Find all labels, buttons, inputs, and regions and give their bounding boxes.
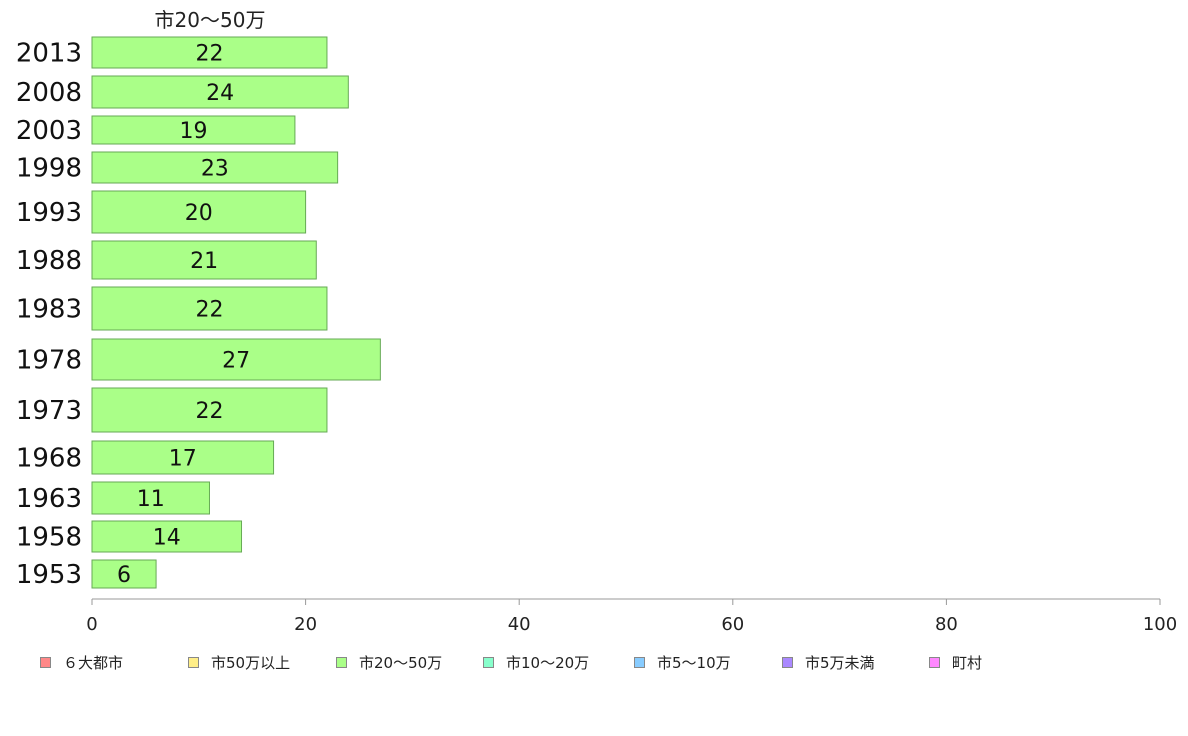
bar-value-label: 17 xyxy=(169,447,197,472)
bar xyxy=(91,36,328,69)
category-label: 1988 xyxy=(16,246,82,276)
bar xyxy=(91,75,349,109)
x-tick-label: 100 xyxy=(1143,614,1177,635)
category-label: 1998 xyxy=(16,154,82,184)
legend-label: 町村 xyxy=(952,654,983,672)
bar-value-label: 6 xyxy=(117,563,131,588)
bar xyxy=(91,240,317,280)
category-label: 1973 xyxy=(16,396,82,426)
chart-title: 市20〜50万 xyxy=(155,8,266,32)
legend-swatch xyxy=(782,657,793,668)
legend-swatch xyxy=(188,657,199,668)
bar xyxy=(91,559,157,589)
legend-label: 市5〜10万 xyxy=(657,654,731,672)
bar xyxy=(91,338,381,381)
legend-label: 市20〜50万 xyxy=(359,654,443,672)
legend-label: 市10〜20万 xyxy=(506,654,590,672)
category-label: 1963 xyxy=(16,484,82,514)
bar-value-label: 23 xyxy=(201,157,229,182)
legend-item: 市10〜20万 xyxy=(483,652,589,673)
x-tick-label: 80 xyxy=(935,614,958,635)
legend-swatch xyxy=(40,657,51,668)
bar-value-label: 22 xyxy=(195,42,223,67)
bar-value-label: 14 xyxy=(153,526,181,551)
bar xyxy=(91,115,296,145)
bar xyxy=(91,286,328,331)
bar-value-label: 19 xyxy=(179,119,207,144)
bar xyxy=(91,190,307,234)
bar-value-label: 24 xyxy=(206,81,234,106)
bar-value-label: 22 xyxy=(195,399,223,424)
category-label: 1978 xyxy=(16,346,82,376)
category-label: 2003 xyxy=(16,116,82,146)
legend-item: 市5万未満 xyxy=(782,652,875,673)
legend-swatch xyxy=(929,657,940,668)
legend-swatch xyxy=(634,657,645,668)
x-tick-label: 60 xyxy=(721,614,744,635)
legend-swatch xyxy=(483,657,494,668)
bar-value-label: 22 xyxy=(195,298,223,323)
legend-item: 市5〜10万 xyxy=(634,652,731,673)
bar xyxy=(91,440,275,475)
category-label: 1993 xyxy=(16,198,82,228)
bar xyxy=(91,520,243,553)
bar-value-label: 21 xyxy=(190,249,218,274)
bar-value-label: 20 xyxy=(185,201,213,226)
legend-item: ６大都市 xyxy=(40,652,123,673)
bar xyxy=(91,387,328,433)
bar-value-label: 27 xyxy=(222,349,250,374)
category-label: 1968 xyxy=(16,444,82,474)
legend-item: 市20〜50万 xyxy=(336,652,442,673)
category-label: 1983 xyxy=(16,295,82,325)
legend-item: 町村 xyxy=(929,652,982,673)
legend-label: 市50万以上 xyxy=(211,654,291,672)
legend-label: 市5万未満 xyxy=(805,654,875,672)
category-label: 2013 xyxy=(16,39,82,69)
category-label: 2008 xyxy=(16,78,82,108)
category-label: 1953 xyxy=(16,560,82,590)
x-tick-label: 0 xyxy=(86,614,97,635)
bar xyxy=(91,481,210,515)
legend-label: ６大都市 xyxy=(63,654,124,672)
bars-group: 2013 22 2008 24 2003 19 1998 23 1993 20 1988 21 1983… xyxy=(16,36,381,590)
legend-swatch xyxy=(336,657,347,668)
category-label: 1958 xyxy=(16,523,82,553)
x-tick-label: 20 xyxy=(294,614,317,635)
legend-item: 市50万以上 xyxy=(188,652,290,673)
bar-value-label: 11 xyxy=(137,487,165,512)
bar xyxy=(91,151,339,184)
x-tick-label: 40 xyxy=(508,614,531,635)
x-axis: 0 20 40 60 80 100 xyxy=(86,598,1177,635)
